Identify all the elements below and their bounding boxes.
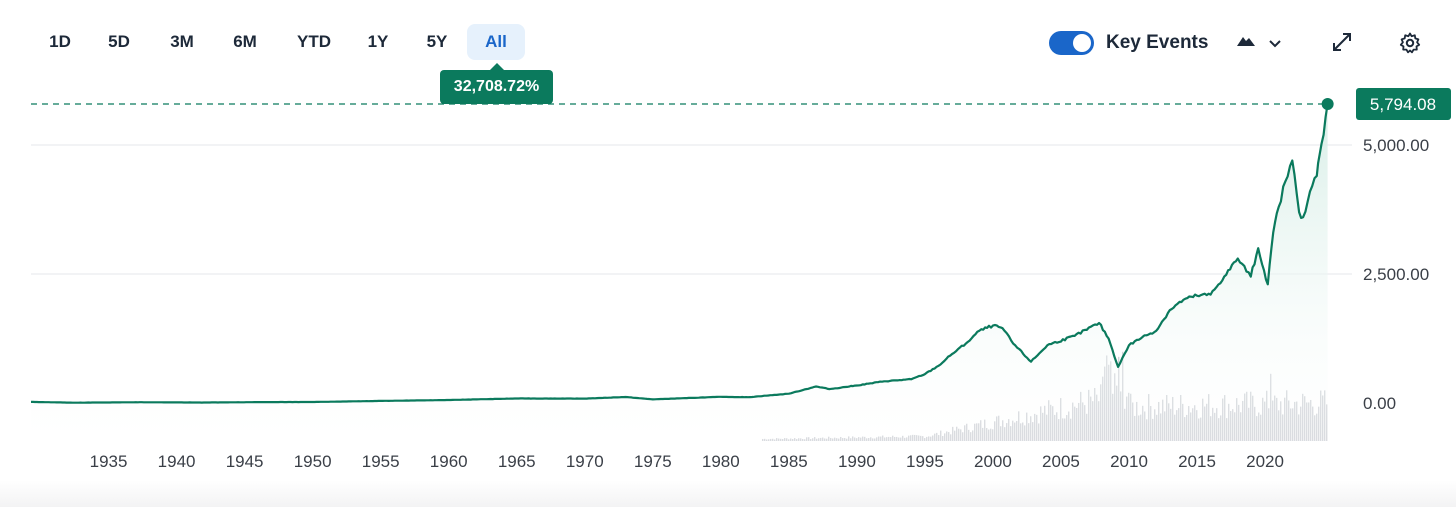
x-tick-label: 1960	[430, 452, 468, 471]
gear-icon[interactable]	[1398, 31, 1422, 60]
range-3m-button[interactable]: 3M	[170, 32, 194, 51]
mountain-chart-icon[interactable]	[1236, 34, 1256, 53]
x-tick-label: 1940	[158, 452, 196, 471]
y-tick-label: 5,000.00	[1363, 136, 1429, 155]
bottom-fade	[0, 480, 1456, 507]
x-tick-label: 1970	[566, 452, 604, 471]
range-1y-button[interactable]: 1Y	[367, 32, 389, 51]
y-tick-label: 0.00	[1363, 394, 1396, 413]
x-tick-label: 1985	[770, 452, 808, 471]
range-1d-button[interactable]: 1D	[49, 32, 71, 51]
x-tick-label: 1955	[362, 452, 400, 471]
return-percentage-tooltip: 32,708.72%	[440, 63, 553, 104]
x-tick-label: 2020	[1246, 452, 1284, 471]
x-tick-label: 1935	[90, 452, 128, 471]
marker-layer: 5,794.08	[31, 88, 1451, 120]
last-value-badge	[1356, 88, 1451, 120]
range-5d-button[interactable]: 5D	[108, 32, 130, 51]
x-tick-label: 1945	[226, 452, 264, 471]
last-value-marker	[1321, 98, 1334, 110]
x-tick-label: 2015	[1178, 452, 1216, 471]
chevron-down-icon[interactable]	[1268, 36, 1282, 54]
x-tick-label: 2005	[1042, 452, 1080, 471]
area-layer	[31, 104, 1328, 441]
series-area	[31, 104, 1328, 441]
x-tick-label: 1975	[634, 452, 672, 471]
last-value-label: 5,794.08	[1370, 95, 1436, 114]
x-tick-label: 2000	[974, 452, 1012, 471]
y-tick-layer: 0.00 2,500.00 5,000.00	[1363, 136, 1429, 413]
x-tick-label: 1995	[906, 452, 944, 471]
toolbar: 1D 5D 3M 6M YTD 1Y 5Y All Key Events	[0, 0, 1456, 84]
series-line	[31, 103, 1329, 404]
x-tick-label: 2010	[1110, 452, 1148, 471]
x-tick-layer: 1935 1940 1945 1950 1955 1960 1965 1970 1975 1980…	[90, 452, 1284, 471]
x-tick-label: 1965	[498, 452, 536, 471]
expand-icon[interactable]	[1331, 31, 1353, 58]
key-events-label: Key Events	[1106, 32, 1209, 53]
x-tick-label: 1950	[294, 452, 332, 471]
x-tick-label: 1990	[838, 452, 876, 471]
line-layer	[31, 103, 1329, 404]
range-all-button[interactable]: All	[467, 24, 525, 60]
x-tick-label: 1980	[702, 452, 740, 471]
toggle-knob	[1073, 34, 1091, 52]
key-events-toggle[interactable]	[1049, 31, 1094, 55]
range-5y-button[interactable]: 5Y	[426, 32, 448, 51]
range-6m-button[interactable]: 6M	[233, 32, 257, 51]
range-ytd-button[interactable]: YTD	[297, 32, 331, 51]
grid-layer	[31, 144, 1352, 275]
y-tick-label: 2,500.00	[1363, 265, 1429, 284]
